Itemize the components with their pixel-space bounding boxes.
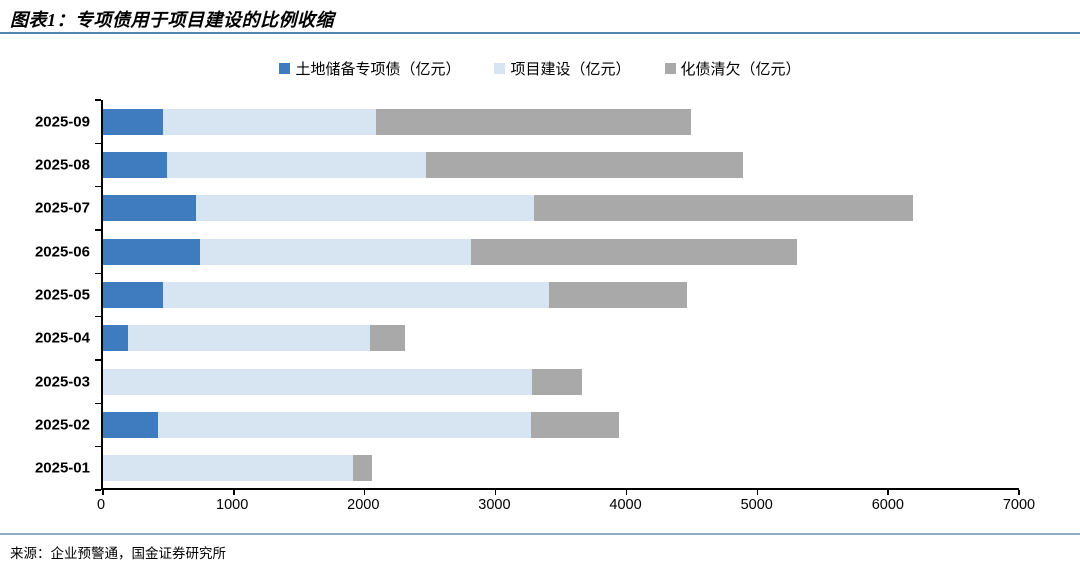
legend-label: 项目建设（亿元） bbox=[510, 62, 631, 78]
y-axis-label-2025-08: 2025-08 bbox=[34, 156, 90, 174]
bar-segment-series-1 bbox=[195, 195, 534, 222]
x-axis-tick bbox=[756, 490, 759, 495]
chart-legend: 土地储备专项债（亿元） 项目建设（亿元） 化债清欠（亿元） bbox=[0, 58, 1080, 79]
x-axis-label-7000: 7000 bbox=[1002, 497, 1036, 513]
y-axis-label-2025-04: 2025-04 bbox=[34, 329, 90, 347]
y-axis-tick bbox=[95, 229, 101, 231]
bar-segment-series-0 bbox=[103, 281, 164, 308]
y-axis-label-2025-03: 2025-03 bbox=[34, 373, 90, 391]
bar-row-2025-08 bbox=[103, 143, 1019, 186]
bar-segment-series-2 bbox=[470, 238, 797, 265]
bar-segment-series-1 bbox=[167, 151, 427, 178]
x-axis-label-1000: 1000 bbox=[216, 497, 249, 513]
bar-segment-series-0 bbox=[103, 108, 164, 135]
bar-segment-series-2 bbox=[426, 151, 743, 178]
legend-item-0: 土地储备专项债（亿元） bbox=[279, 58, 460, 79]
y-axis-tick bbox=[95, 272, 101, 275]
bar-stack bbox=[103, 108, 1019, 135]
bar-row-2025-09 bbox=[103, 100, 1019, 143]
y-axis-label-2025-06: 2025-06 bbox=[34, 243, 90, 261]
bar-stack bbox=[103, 151, 1019, 178]
bar-segment-series-2 bbox=[533, 195, 913, 222]
x-axis-tick bbox=[887, 490, 889, 495]
bar-segment-series-0 bbox=[103, 195, 196, 222]
bar-stack bbox=[103, 195, 1019, 222]
legend-item-1: 项目建设（亿元） bbox=[494, 58, 631, 79]
y-axis-tick bbox=[95, 402, 101, 405]
y-axis-label-2025-07: 2025-07 bbox=[34, 199, 90, 217]
legend-label: 土地储备专项债（亿元） bbox=[295, 62, 461, 78]
legend-swatch-icon bbox=[494, 63, 506, 74]
bar-segment-series-2 bbox=[530, 411, 619, 438]
x-axis-tick bbox=[233, 490, 235, 495]
title-rule-line bbox=[0, 32, 1080, 34]
bar-row-2025-01 bbox=[103, 447, 1019, 490]
plot-area bbox=[95, 99, 1020, 495]
x-axis-tick bbox=[102, 490, 104, 495]
bar-segment-series-1 bbox=[157, 411, 531, 438]
bar-segment-series-2 bbox=[376, 108, 691, 135]
x-axis-tick bbox=[625, 490, 628, 495]
bar-row-2025-03 bbox=[103, 360, 1019, 403]
bar-segment-series-2 bbox=[369, 325, 406, 352]
y-axis-labels: 2025-09 2025-08 2025-07 2025-06 2025-05 2025-… bbox=[0, 100, 90, 490]
bar-segment-series-1 bbox=[163, 281, 550, 308]
y-axis-tick bbox=[95, 359, 101, 361]
bar-segment-series-1 bbox=[127, 325, 370, 352]
bar-segment-series-2 bbox=[549, 281, 687, 308]
y-axis-tick bbox=[95, 99, 101, 101]
y-axis-tick bbox=[95, 489, 101, 491]
bar-stack bbox=[103, 368, 1019, 395]
y-axis-tick bbox=[95, 185, 101, 188]
bar-segment-series-1 bbox=[163, 108, 377, 135]
y-axis-tick bbox=[95, 445, 101, 448]
y-axis-label-2025-02: 2025-02 bbox=[34, 416, 90, 434]
legend-item-2: 化债清欠（亿元） bbox=[664, 58, 801, 79]
bar-row-2025-07 bbox=[103, 187, 1019, 230]
y-axis-tick bbox=[95, 315, 101, 318]
y-axis-label-2025-09: 2025-09 bbox=[34, 113, 90, 131]
bar-segment-series-1 bbox=[103, 455, 353, 482]
chart-title: 图表1：专项债用于项目建设的比例收缩 bbox=[10, 10, 334, 30]
x-axis-label-4000: 4000 bbox=[609, 497, 642, 513]
bar-segment-series-2 bbox=[352, 455, 372, 482]
y-axis-tick bbox=[95, 142, 101, 145]
y-axis-label-2025-01: 2025-01 bbox=[34, 459, 90, 477]
bar-stack bbox=[103, 325, 1019, 352]
legend-label: 化债清欠（亿元） bbox=[680, 62, 801, 78]
bar-segment-series-2 bbox=[532, 368, 582, 395]
bar-row-2025-05 bbox=[103, 273, 1019, 316]
x-axis-tick bbox=[1018, 490, 1020, 495]
x-axis-label-5000: 5000 bbox=[740, 497, 773, 513]
footer-rule-line bbox=[0, 533, 1080, 535]
bar-row-2025-02 bbox=[103, 403, 1019, 446]
x-axis-label-0: 0 bbox=[96, 497, 106, 513]
x-axis-label-6000: 6000 bbox=[871, 497, 904, 513]
bar-segment-series-0 bbox=[103, 151, 168, 178]
bar-row-2025-06 bbox=[103, 230, 1019, 273]
bar-segment-series-1 bbox=[199, 238, 471, 265]
source-note: 来源：企业预警通，国金证券研究所 bbox=[10, 546, 226, 561]
x-axis-label-2000: 2000 bbox=[347, 497, 380, 513]
x-axis-label-3000: 3000 bbox=[478, 497, 511, 513]
y-axis-label-2025-05: 2025-05 bbox=[34, 286, 90, 304]
bar-segment-series-0 bbox=[103, 238, 200, 265]
bar-segment-series-0 bbox=[103, 325, 128, 352]
x-axis-tick bbox=[363, 490, 366, 495]
x-axis-tick bbox=[494, 490, 497, 495]
bar-segment-series-1 bbox=[103, 368, 533, 395]
bar-segment-series-0 bbox=[103, 411, 158, 438]
bar-row-2025-04 bbox=[103, 317, 1019, 360]
bar-stack bbox=[103, 281, 1019, 308]
legend-swatch-icon bbox=[664, 63, 676, 74]
bar-stack bbox=[103, 238, 1019, 265]
bar-stack bbox=[103, 455, 1019, 482]
bar-stack bbox=[103, 411, 1019, 438]
x-axis-labels: 0 1000 2000 3000 4000 5000 6000 7000 bbox=[97, 497, 1035, 515]
legend-swatch-icon bbox=[279, 63, 291, 74]
